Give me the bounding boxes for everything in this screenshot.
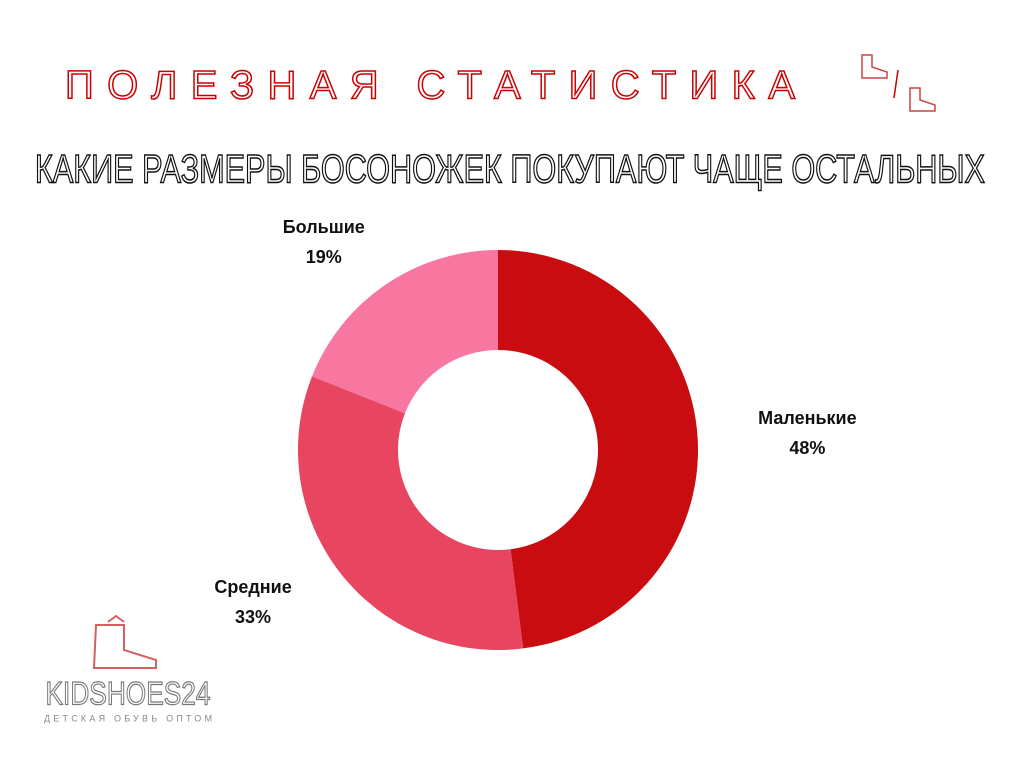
donut bbox=[298, 250, 698, 650]
chart-subtitle: КАКИЕ РАЗМЕРЫ БОСОНОЖЕК ПОКУПАЮТ ЧАЩЕ ОС… bbox=[35, 148, 985, 192]
slice-value: 48% bbox=[789, 438, 825, 458]
shoe-icon bbox=[861, 54, 936, 112]
brand-tagline: ДЕТСКАЯ ОБУВЬ ОПТОМ bbox=[44, 713, 212, 723]
slice-value: 19% bbox=[306, 247, 342, 267]
donut-slice bbox=[298, 376, 524, 650]
chart-title: ПОЛЕЗНАЯ СТАТИСТИКА bbox=[65, 64, 815, 108]
slice-label: Большие bbox=[283, 217, 365, 237]
slice-label: Средние bbox=[214, 577, 291, 597]
slice-label: Маленькие bbox=[758, 408, 856, 428]
donut-slice bbox=[498, 250, 698, 649]
donut-slice bbox=[312, 250, 498, 414]
logo bbox=[92, 614, 157, 669]
slice-value: 33% bbox=[235, 607, 271, 627]
brand-name: KIDSHOES24 bbox=[46, 675, 211, 711]
